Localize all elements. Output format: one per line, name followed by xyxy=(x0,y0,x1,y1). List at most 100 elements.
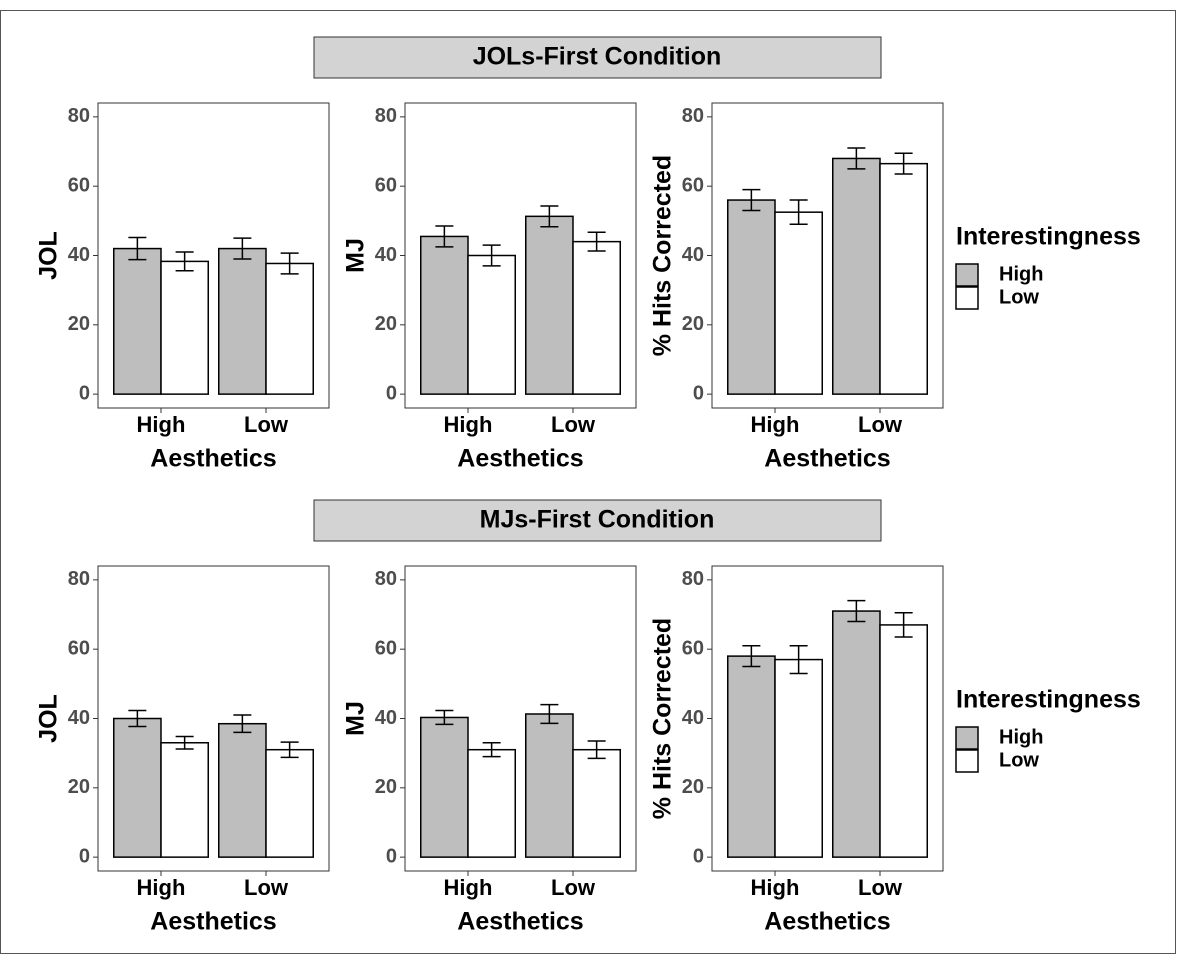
legend-label: High xyxy=(999,263,1043,285)
y-tick-label: 20 xyxy=(375,313,397,335)
y-axis-title: MJ xyxy=(342,238,370,273)
bar xyxy=(525,713,574,858)
legend-title: Interestingness xyxy=(956,686,1141,714)
y-tick-label: 0 xyxy=(79,382,90,404)
bar xyxy=(774,658,823,858)
error-bar xyxy=(540,205,559,228)
y-tick-label: 60 xyxy=(682,637,704,659)
error-bar xyxy=(894,152,913,175)
x-tick-label: Low xyxy=(551,875,596,900)
error-bar xyxy=(847,147,866,170)
error-bar xyxy=(587,231,606,252)
x-axis-title: Aesthetics xyxy=(764,445,890,473)
legend-label: High xyxy=(999,726,1043,748)
error-bar xyxy=(482,244,501,267)
y-axis-title: JOL xyxy=(35,231,63,280)
x-axis-title: Aesthetics xyxy=(457,445,583,473)
x-tick-label: High xyxy=(444,875,493,900)
bar xyxy=(218,247,267,395)
y-axis-title: % Hits Corrected xyxy=(649,618,677,819)
error-bar xyxy=(280,741,299,759)
error-bar xyxy=(540,703,559,725)
y-tick-label: 60 xyxy=(682,174,704,196)
bar xyxy=(727,199,776,395)
bar xyxy=(218,722,267,858)
y-tick-label: 80 xyxy=(682,568,704,590)
bar xyxy=(832,610,881,858)
y-tick-label: 20 xyxy=(68,313,90,335)
bar xyxy=(113,717,162,858)
y-axis-title: % Hits Corrected xyxy=(649,155,677,356)
strip xyxy=(313,499,882,542)
bar xyxy=(160,260,209,395)
y-axis-title: JOL xyxy=(35,694,63,743)
x-tick-label: High xyxy=(751,412,800,437)
x-axis-title: Aesthetics xyxy=(457,908,583,936)
bar xyxy=(879,624,928,858)
legend-label: Low xyxy=(999,286,1039,308)
x-axis-title: Aesthetics xyxy=(150,908,276,936)
x-tick-label: High xyxy=(751,875,800,900)
bar xyxy=(420,235,469,395)
y-tick-label: 0 xyxy=(693,845,704,867)
bar xyxy=(774,211,823,395)
y-tick-label: 80 xyxy=(68,568,90,590)
bar xyxy=(467,254,516,395)
y-tick-label: 40 xyxy=(68,707,90,729)
legend-key xyxy=(955,263,979,287)
error-bar xyxy=(789,644,808,675)
bar xyxy=(467,748,516,858)
error-bar xyxy=(742,644,761,668)
error-bar xyxy=(587,740,606,760)
x-tick-label: High xyxy=(137,875,186,900)
bar xyxy=(265,262,314,395)
y-tick-label: 20 xyxy=(68,776,90,798)
bar xyxy=(160,742,209,858)
error-bar xyxy=(233,237,252,260)
x-axis-title: Aesthetics xyxy=(150,445,276,473)
x-tick-label: High xyxy=(444,412,493,437)
error-bar xyxy=(128,236,147,261)
x-tick-label: Low xyxy=(244,412,289,437)
y-tick-label: 40 xyxy=(375,707,397,729)
y-tick-label: 20 xyxy=(682,313,704,335)
bar xyxy=(879,162,928,395)
y-tick-label: 60 xyxy=(375,174,397,196)
bar xyxy=(420,716,469,858)
x-axis-title: Aesthetics xyxy=(764,908,890,936)
y-tick-label: 0 xyxy=(693,382,704,404)
error-bar xyxy=(435,225,454,248)
error-bar xyxy=(482,742,501,758)
legend-key xyxy=(955,749,979,773)
y-tick-label: 60 xyxy=(68,174,90,196)
legend-label: Low xyxy=(999,749,1039,771)
legend-title: Interestingness xyxy=(956,223,1141,251)
y-tick-label: 80 xyxy=(375,568,397,590)
error-bar xyxy=(175,735,194,750)
legend-key xyxy=(955,286,979,310)
error-bar xyxy=(789,199,808,226)
y-tick-label: 0 xyxy=(79,845,90,867)
bar xyxy=(832,157,881,395)
error-bar xyxy=(894,612,913,638)
x-tick-label: Low xyxy=(858,412,903,437)
y-tick-label: 60 xyxy=(375,637,397,659)
bar xyxy=(113,247,162,395)
y-tick-label: 40 xyxy=(375,244,397,266)
error-bar xyxy=(128,709,147,728)
strip-title: JOLs-First Condition xyxy=(473,43,722,71)
bar xyxy=(572,240,621,395)
strip xyxy=(313,36,882,79)
x-tick-label: Low xyxy=(244,875,289,900)
error-bar xyxy=(847,599,866,623)
y-tick-label: 20 xyxy=(682,776,704,798)
error-bar xyxy=(175,251,194,272)
x-tick-label: Low xyxy=(551,412,596,437)
bar xyxy=(572,748,621,858)
bar xyxy=(525,215,574,395)
legend-key xyxy=(955,726,979,750)
y-tick-label: 40 xyxy=(682,244,704,266)
y-tick-label: 80 xyxy=(375,105,397,127)
